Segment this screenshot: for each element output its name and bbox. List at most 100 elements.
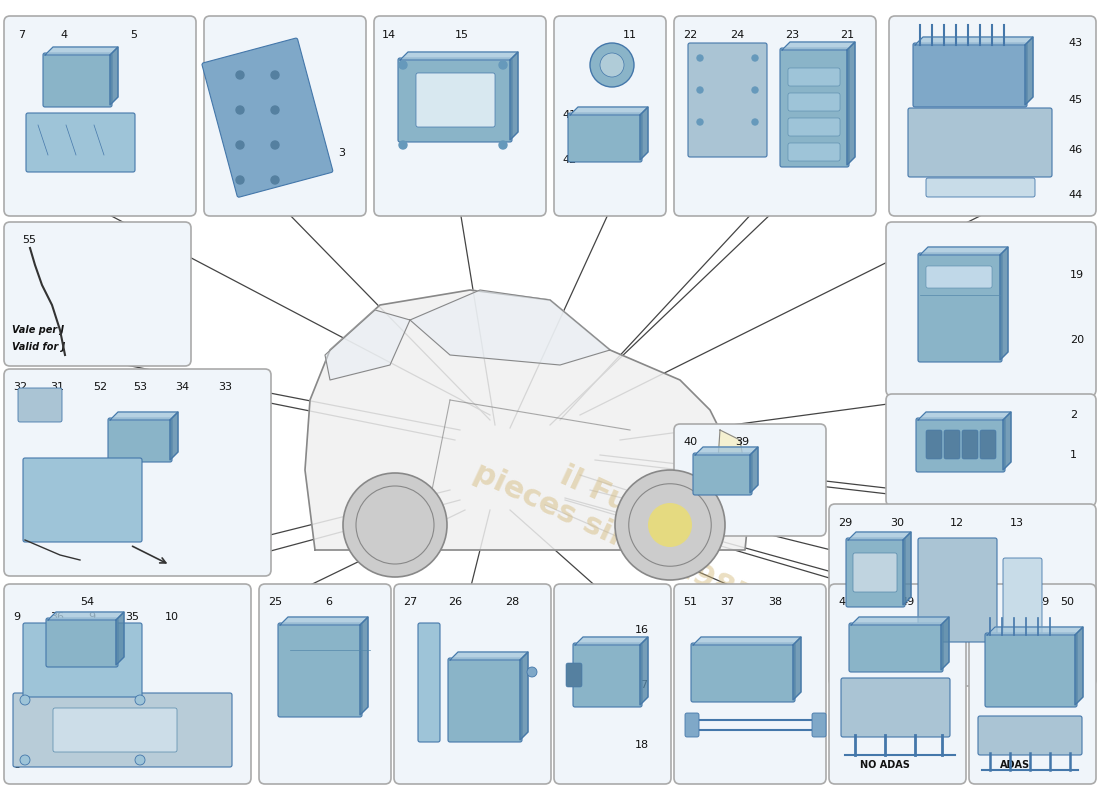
FancyBboxPatch shape [693, 453, 752, 495]
FancyBboxPatch shape [23, 458, 142, 542]
Circle shape [697, 119, 703, 125]
Polygon shape [640, 637, 648, 705]
Polygon shape [847, 42, 855, 165]
FancyBboxPatch shape [788, 118, 840, 136]
Polygon shape [848, 532, 911, 540]
Polygon shape [280, 617, 368, 625]
FancyBboxPatch shape [573, 643, 642, 707]
Circle shape [499, 61, 507, 69]
Text: 6: 6 [324, 597, 332, 607]
Polygon shape [695, 447, 758, 455]
Text: 19: 19 [1070, 270, 1085, 280]
Text: 11: 11 [623, 30, 637, 40]
Polygon shape [48, 612, 124, 620]
Polygon shape [520, 652, 528, 740]
Circle shape [399, 141, 407, 149]
FancyBboxPatch shape [674, 16, 876, 216]
Text: 9: 9 [13, 612, 20, 622]
FancyBboxPatch shape [913, 43, 1027, 107]
Circle shape [697, 55, 703, 61]
Polygon shape [918, 412, 1011, 420]
FancyBboxPatch shape [889, 16, 1096, 216]
FancyBboxPatch shape [4, 369, 271, 576]
Text: 23: 23 [785, 30, 799, 40]
FancyBboxPatch shape [278, 623, 362, 717]
FancyBboxPatch shape [812, 713, 826, 737]
Circle shape [236, 71, 244, 79]
Text: 34: 34 [175, 382, 189, 392]
Text: 17: 17 [635, 680, 649, 690]
Polygon shape [170, 412, 178, 460]
FancyBboxPatch shape [926, 266, 992, 288]
FancyBboxPatch shape [849, 623, 943, 672]
Polygon shape [940, 617, 949, 670]
Text: 1: 1 [1070, 450, 1077, 460]
FancyBboxPatch shape [4, 222, 191, 366]
Circle shape [343, 473, 447, 577]
Text: 49: 49 [1035, 597, 1049, 607]
Text: 29: 29 [838, 518, 853, 528]
Circle shape [752, 119, 758, 125]
FancyBboxPatch shape [688, 43, 767, 157]
Polygon shape [1000, 247, 1008, 360]
Text: 47: 47 [868, 597, 882, 607]
Text: Vale per J: Vale per J [12, 325, 64, 335]
Polygon shape [693, 637, 801, 645]
Text: 14: 14 [382, 30, 396, 40]
FancyBboxPatch shape [788, 143, 840, 161]
Circle shape [271, 106, 279, 114]
FancyBboxPatch shape [916, 418, 1005, 472]
FancyBboxPatch shape [374, 16, 546, 216]
FancyBboxPatch shape [886, 394, 1096, 506]
Polygon shape [110, 412, 178, 420]
Polygon shape [851, 617, 949, 625]
FancyBboxPatch shape [13, 693, 232, 767]
Text: 41: 41 [562, 110, 576, 120]
FancyBboxPatch shape [886, 222, 1096, 396]
Polygon shape [305, 290, 750, 550]
Text: 21: 21 [840, 30, 854, 40]
Circle shape [648, 503, 692, 547]
FancyBboxPatch shape [842, 678, 950, 737]
FancyBboxPatch shape [926, 178, 1035, 197]
Text: 15: 15 [455, 30, 469, 40]
Text: Valid for J: Valid for J [12, 342, 65, 352]
Text: 47: 47 [1005, 597, 1020, 607]
FancyBboxPatch shape [418, 623, 440, 742]
FancyBboxPatch shape [780, 48, 849, 167]
FancyBboxPatch shape [944, 430, 960, 459]
Text: 9: 9 [88, 612, 95, 622]
FancyBboxPatch shape [554, 584, 671, 784]
Text: NO ADAS: NO ADAS [860, 760, 910, 770]
Polygon shape [360, 617, 368, 715]
Polygon shape [640, 107, 648, 160]
FancyBboxPatch shape [980, 430, 996, 459]
Polygon shape [410, 290, 610, 365]
FancyBboxPatch shape [852, 553, 896, 592]
Polygon shape [1003, 412, 1011, 470]
FancyBboxPatch shape [204, 16, 366, 216]
FancyBboxPatch shape [918, 538, 997, 642]
Polygon shape [400, 52, 518, 60]
Polygon shape [1075, 627, 1084, 705]
Circle shape [752, 87, 758, 93]
Circle shape [600, 53, 624, 77]
Text: 43: 43 [1068, 38, 1082, 48]
Polygon shape [45, 47, 118, 55]
Text: 53: 53 [133, 382, 147, 392]
Text: 49: 49 [900, 597, 914, 607]
Text: 39: 39 [735, 437, 749, 447]
Text: 3: 3 [338, 148, 345, 158]
Text: 26: 26 [448, 597, 462, 607]
FancyBboxPatch shape [46, 618, 118, 667]
FancyBboxPatch shape [978, 716, 1082, 755]
Circle shape [271, 176, 279, 184]
FancyBboxPatch shape [416, 73, 495, 127]
Text: 4: 4 [60, 30, 67, 40]
Circle shape [399, 61, 407, 69]
Polygon shape [920, 247, 1008, 255]
Text: 28: 28 [505, 597, 519, 607]
Circle shape [590, 43, 634, 87]
Text: 50: 50 [1060, 597, 1074, 607]
Text: 48: 48 [978, 597, 992, 607]
